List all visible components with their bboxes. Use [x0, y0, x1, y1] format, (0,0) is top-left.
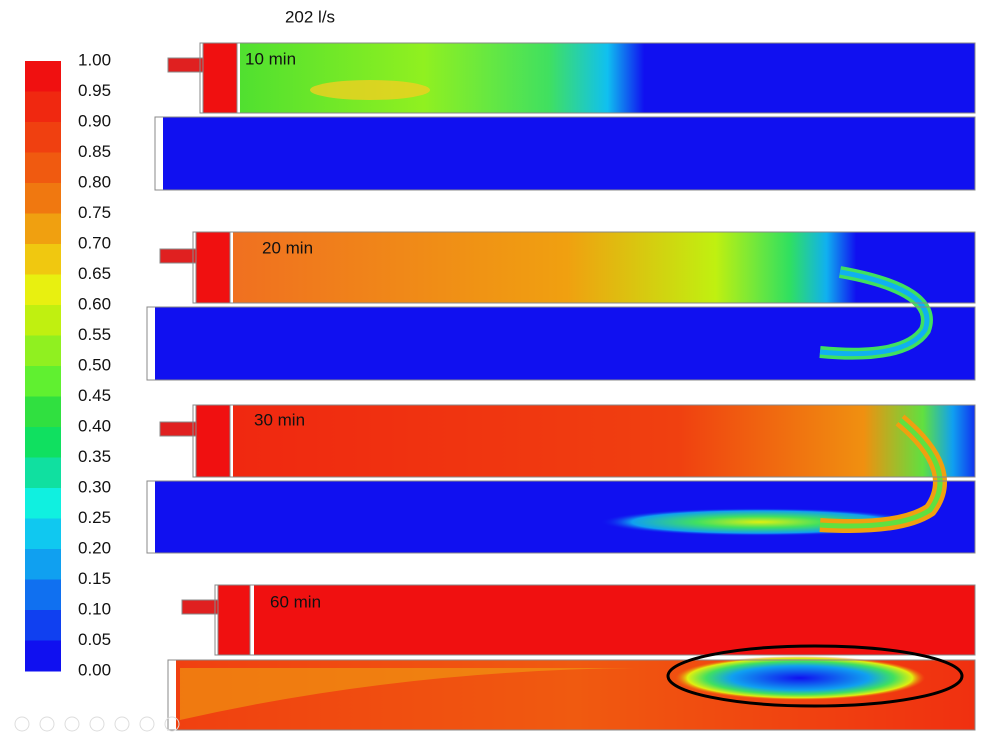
upper-channel — [254, 585, 975, 655]
colorbar-label: 0.25 — [78, 508, 111, 527]
lower-channel — [155, 307, 975, 380]
colorbar-band — [25, 91, 61, 123]
colorbar-label: 0.45 — [78, 386, 111, 405]
slide-controls — [14, 716, 180, 732]
plume — [819, 269, 930, 357]
highlight-ellipse — [666, 644, 964, 708]
frame — [214, 584, 976, 656]
panel: 30 min — [146, 404, 976, 554]
colorbar-band — [25, 396, 61, 428]
colorbar-band — [25, 335, 61, 367]
colorbar-band — [25, 274, 61, 306]
colorbar-band — [25, 122, 61, 153]
colorbar-label: 0.20 — [78, 538, 111, 557]
colorbar-band — [25, 244, 61, 275]
panel-label: 20 min — [262, 238, 313, 257]
colorbar-label: 0.70 — [78, 233, 111, 252]
colorbar-band — [25, 61, 61, 92]
colorbar-band — [25, 152, 61, 184]
colorbar-label: 0.30 — [78, 477, 111, 496]
colorbar-label: 0.00 — [78, 660, 111, 679]
colorbar-label: 0.90 — [78, 111, 111, 130]
colorbar-band — [25, 488, 61, 519]
colorbar-label: 0.10 — [78, 599, 111, 618]
colorbar-label: 0.15 — [78, 569, 111, 588]
upper-channel — [233, 405, 975, 477]
frame — [167, 659, 976, 731]
colorbar-label: 0.50 — [78, 355, 111, 374]
contour — [180, 668, 640, 720]
colorbar-band — [25, 305, 61, 336]
upper-channel — [233, 232, 975, 303]
panel-label: 10 min — [245, 49, 296, 68]
inlet-pipe — [159, 248, 197, 264]
colorbar-band — [25, 213, 61, 245]
colorbar-label: 0.95 — [78, 81, 111, 100]
colorbar-label: 0.55 — [78, 325, 111, 344]
panel-label: 30 min — [254, 410, 305, 429]
colorbar-band — [25, 549, 61, 580]
colorbar-band — [25, 457, 61, 489]
panel: 60 min — [167, 584, 976, 731]
colorbar-label: 0.60 — [78, 294, 111, 313]
frame — [146, 480, 976, 554]
upper-channel — [240, 43, 975, 113]
inlet-chamber — [202, 42, 238, 114]
frame — [192, 231, 976, 304]
lower-channel — [163, 117, 975, 190]
inlet-chamber — [195, 404, 231, 478]
colorbar-band — [25, 183, 61, 214]
colorbar-band — [25, 610, 61, 641]
inlet-pipe — [167, 57, 205, 73]
colorbar-band — [25, 366, 61, 397]
colorbar-label: 0.65 — [78, 264, 111, 283]
colorbar-label: 0.05 — [78, 630, 111, 649]
panel: 10 min — [154, 42, 976, 191]
frame — [146, 306, 976, 381]
inlet-pipe — [181, 599, 219, 615]
colorbar-label: 0.75 — [78, 203, 111, 222]
inlet-chamber — [195, 231, 231, 304]
inlet-pipe — [159, 421, 197, 437]
colorbar-band — [25, 518, 61, 550]
colorbar-band — [25, 427, 61, 458]
plume — [819, 418, 943, 529]
colorbar-band — [25, 579, 61, 611]
colorbar-label: 0.85 — [78, 142, 111, 161]
frame — [199, 42, 976, 114]
panel: 20 min — [146, 231, 976, 381]
colorbar-band — [25, 640, 61, 672]
colorbar: 1.00 0.95 0.90 0.85 0.80 0.75 0.70 0.65 0.60 0.55… — [25, 50, 111, 679]
colorbar-label: 0.80 — [78, 172, 111, 191]
inlet-chamber — [217, 584, 251, 656]
colorbar-label: 0.35 — [78, 447, 111, 466]
contour — [310, 80, 430, 100]
colorbar-label: 1.00 — [78, 50, 111, 69]
frame — [192, 404, 976, 478]
colorbar-label: 0.40 — [78, 416, 111, 435]
frame — [154, 116, 976, 191]
contour — [675, 656, 925, 700]
figure-title: 202 l/s — [285, 7, 335, 26]
panel-label: 60 min — [270, 592, 321, 611]
